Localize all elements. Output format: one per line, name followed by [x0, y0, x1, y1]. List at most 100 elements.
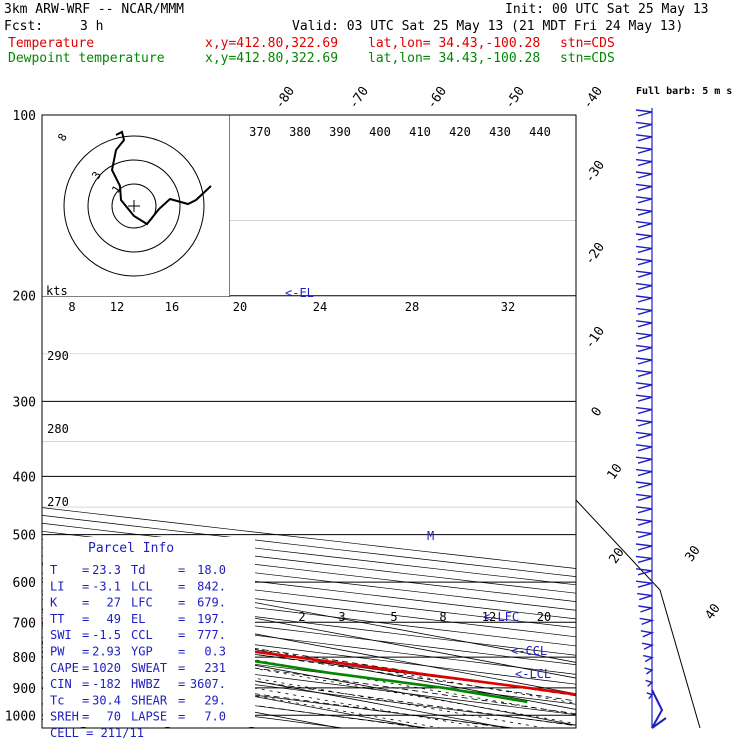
wind-barb [635, 530, 653, 539]
isotherm-label-top: -40 [580, 84, 606, 112]
forecast-hour: 3 h [80, 19, 104, 34]
isotherm [0, 115, 4, 728]
wind-barb [635, 468, 653, 477]
parcel-info-label: SHEAR [131, 693, 168, 707]
parcel-info-eq: = [82, 693, 89, 707]
valid-time: Valid: 03 UTC Sat 25 May 13 (21 MDT Fri … [292, 19, 684, 34]
theta-e-label: 280 [47, 422, 69, 436]
wind-barb [635, 580, 653, 588]
wind-barb [646, 692, 654, 700]
parcel-info-label: LFC [131, 596, 153, 610]
pressure-label: 900 [13, 682, 36, 697]
wind-barb [635, 431, 653, 440]
isotherm-label-top: -50 [502, 84, 528, 112]
parcel-info-label: TT [50, 612, 64, 626]
dry-adiabat [42, 539, 576, 602]
hodograph-tick-label: 28 [405, 300, 419, 314]
parcel-info-eq: = [82, 612, 89, 626]
isotherm-label-top: -80 [272, 84, 298, 112]
wind-barb [635, 481, 653, 489]
wind-barb [635, 394, 653, 402]
mixing-ratio-label: 2 [298, 610, 305, 624]
wind-barb [635, 220, 653, 229]
mixing-ratio-label: 8 [439, 610, 446, 624]
wind-barb [635, 332, 653, 340]
el-marker: <-EL [285, 286, 314, 300]
mixing-ratio-label: 12 [482, 610, 496, 624]
theta-e-label: 270 [47, 495, 69, 509]
parcel-info-label: Td [131, 563, 145, 577]
parcel-info-value: 842. [197, 579, 226, 593]
wind-barb-surface [651, 689, 667, 729]
hodograph-tick-label: 24 [313, 300, 327, 314]
parcel-info-eq: = [178, 563, 185, 577]
wind-barb [641, 642, 655, 650]
parcel-info-label: CAPE [50, 661, 79, 675]
parcel-info-eq: = [82, 563, 89, 577]
hodograph-units: kts [46, 284, 68, 298]
wind-barb [635, 369, 653, 378]
dry-adiabat [42, 530, 576, 594]
wind-barb [635, 444, 653, 452]
wind-barb [635, 183, 653, 192]
temperature-xy: x,y=412.80,322.69 [205, 36, 339, 51]
parcel-info-label: K [50, 596, 58, 610]
parcel-info-eq: = [178, 596, 185, 610]
parcel-info-value: 49 [107, 612, 121, 626]
wind-barb [635, 518, 653, 526]
parcel-info-eq: = [178, 612, 185, 626]
parcel-info-cell: CELL = 211/11 [50, 726, 144, 740]
wind-barb [635, 233, 653, 241]
parcel-info-value: 3607. [190, 677, 226, 691]
parcel-info-label: EL [131, 612, 145, 626]
parcel-info-label: PW [50, 645, 65, 659]
parcel-info-label: CCL [131, 628, 153, 642]
wind-barb [635, 134, 653, 142]
parcel-info-value: 0.3 [204, 645, 226, 659]
wind-barb [635, 419, 653, 427]
plot-frame [41, 114, 577, 729]
isotherm-label-right: 30 [682, 543, 703, 564]
dry-adiabat [42, 657, 576, 726]
parcel-info-eq: = [178, 645, 185, 659]
wind-barb [635, 493, 653, 502]
isotherm-label-right: -30 [582, 158, 608, 186]
wind-barb [635, 506, 653, 514]
theta-e-label: 290 [47, 349, 69, 363]
pressure-label: 800 [13, 651, 36, 666]
isotherm-label-right: 0 [589, 404, 606, 419]
parcel-info-eq: = [82, 579, 89, 593]
parcel-info-eq: = [178, 710, 185, 724]
wind-barb [645, 679, 654, 687]
pressure-label: 100 [13, 109, 36, 124]
mixing-marker: M [427, 529, 434, 543]
parcel-info-eq: = [178, 677, 185, 691]
theta-label: 400 [369, 125, 391, 139]
dewpoint-legend: Dewpoint temperature [8, 51, 165, 66]
dewpoint-xy: x,y=412.80,322.69 [205, 51, 339, 66]
hodograph-tick-label: 32 [501, 300, 515, 314]
parcel-info-label: HWBZ [131, 677, 160, 691]
temperature-station: stn=CDS [560, 36, 615, 51]
hodograph-ring [63, 135, 205, 277]
wind-barb [640, 630, 655, 638]
temperature-legend: Temperature [8, 36, 95, 51]
parcel-info-eq: = [82, 645, 89, 659]
frame-lower-right [575, 499, 701, 729]
temperature-latlon: lat,lon= 34.43,-100.28 [368, 36, 541, 51]
mixing-ratio-label: 5 [390, 610, 397, 624]
parcel-info-label: Tc [50, 693, 64, 707]
parcel-info-value: 29. [204, 693, 226, 707]
pressure-label: 200 [13, 290, 36, 305]
mixing-ratio-label: 20 [537, 610, 551, 624]
isotherm [42, 578, 576, 679]
parcel-info-value: 1020 [92, 661, 121, 675]
parcel-info-eq: = [82, 677, 89, 691]
wind-barb [635, 568, 653, 576]
wind-barb [635, 258, 653, 266]
parcel-info-title: Parcel Info [88, 541, 174, 556]
wind-barb [635, 282, 653, 291]
wind-barb [635, 270, 653, 278]
